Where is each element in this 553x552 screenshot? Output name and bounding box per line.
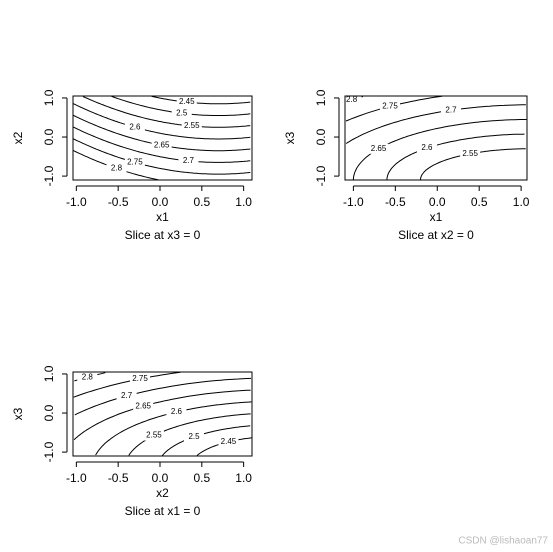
contour-label-bg — [106, 163, 127, 174]
contour-label: 2.45 — [221, 437, 237, 446]
contour-label: 2.65 — [135, 401, 151, 410]
x-tick-label: 0.5 — [471, 195, 488, 209]
contour-label: 2.8 — [111, 164, 123, 173]
contour-label: 2.7 — [183, 156, 195, 165]
x-tick-label: -0.5 — [108, 195, 129, 209]
contour-label: 2.75 — [382, 101, 398, 110]
contour-line — [74, 377, 252, 416]
contour-label-bg — [380, 101, 401, 112]
contour-label: 2.5 — [188, 432, 200, 441]
contour-label: 2.65 — [154, 140, 170, 149]
y-tick-label: 1.0 — [314, 89, 328, 106]
y-tick-label: -1.0 — [42, 165, 56, 186]
y-tick-label: 0.0 — [314, 128, 328, 145]
x-axis-label: x1 — [156, 210, 169, 224]
x-tick-label: 1.0 — [513, 195, 530, 209]
contour-line — [420, 148, 526, 180]
contour-label: 2.6 — [171, 407, 183, 416]
contour-label-bg — [77, 372, 98, 383]
y-axis-label: x3 — [283, 131, 297, 144]
x-tick-label: -1.0 — [66, 471, 87, 485]
contour-label: 2.75 — [127, 158, 143, 167]
contour-label: 2.8 — [82, 372, 94, 381]
x-axis-label: x2 — [156, 486, 169, 500]
contour-label: 2.7 — [121, 391, 133, 400]
x-tick-label: 1.0 — [235, 471, 252, 485]
contour-label: 2.6 — [421, 143, 433, 152]
x-tick-label: -0.5 — [385, 195, 406, 209]
x-tick-label: -1.0 — [343, 195, 364, 209]
contour-line — [128, 413, 251, 456]
x-tick-label: -1.0 — [66, 195, 87, 209]
y-tick-label: 1.0 — [42, 365, 56, 382]
y-axis-label: x2 — [11, 131, 25, 144]
x-tick-label: 0.0 — [429, 195, 446, 209]
contour-label-bg — [416, 143, 437, 154]
contour-label: 2.5 — [176, 108, 188, 117]
contour-line — [352, 119, 527, 180]
contour-line — [345, 104, 526, 144]
plot-frame — [344, 95, 528, 181]
contour-label-bg — [460, 148, 481, 159]
contour-label: 2.6 — [129, 122, 141, 131]
contour-line — [95, 401, 252, 456]
contour-line — [72, 103, 251, 140]
contour-label-bg — [151, 140, 172, 151]
chart-title: Slice at x1 = 0 — [125, 504, 201, 518]
x-tick-label: 0.0 — [152, 471, 169, 485]
contour-label: 2.55 — [462, 149, 478, 158]
x-tick-label: 0.5 — [193, 195, 210, 209]
contour-label-bg — [166, 407, 187, 418]
contour-label-bg — [184, 431, 205, 442]
contour-label-bg — [124, 157, 145, 168]
watermark: CSDN @lishaoan77 — [458, 536, 548, 547]
contour-label-bg — [368, 143, 389, 154]
contour-line — [72, 126, 251, 163]
contour-label-bg — [133, 401, 154, 412]
contour-label: 2.7 — [445, 105, 457, 114]
contour-line — [73, 371, 181, 398]
contour-label-bg — [130, 373, 151, 384]
plot-frame — [72, 95, 253, 181]
x-tick-label: -0.5 — [108, 471, 129, 485]
contour-label: 2.65 — [371, 144, 387, 153]
x-tick-label: 0.5 — [193, 471, 210, 485]
y-tick-label: 0.0 — [42, 404, 56, 421]
y-tick-label: 0.0 — [42, 128, 56, 145]
chart-title: Slice at x2 = 0 — [398, 228, 474, 242]
contour-label-bg — [171, 108, 192, 119]
plot-frame — [72, 371, 253, 457]
contour-line — [82, 96, 251, 128]
contour-line — [151, 95, 251, 105]
contour-label: 2.55 — [146, 431, 162, 440]
contour-label-bg — [181, 121, 202, 132]
contour-label-bg — [440, 105, 461, 116]
x-tick-label: 1.0 — [235, 195, 252, 209]
contour-label-bg — [124, 122, 145, 133]
y-tick-label: -1.0 — [42, 441, 56, 462]
chart-title: Slice at x3 = 0 — [125, 228, 201, 242]
y-axis-label: x3 — [11, 407, 25, 420]
contour-label-bg — [341, 94, 362, 105]
y-tick-label: -1.0 — [314, 165, 328, 186]
contour-label-bg — [176, 97, 197, 108]
contour-label: 2.8 — [346, 95, 358, 104]
x-tick-label: 0.0 — [152, 195, 169, 209]
contour-label: 2.45 — [179, 97, 195, 106]
contour-label-bg — [178, 155, 199, 166]
contour-label-bg — [218, 436, 239, 447]
contour-line — [72, 138, 251, 175]
contour-label: 2.55 — [184, 121, 200, 130]
y-tick-label: 1.0 — [42, 89, 56, 106]
contour-label: 2.75 — [132, 374, 148, 383]
x-axis-label: x1 — [430, 210, 443, 224]
contour-label-bg — [116, 390, 137, 401]
contour-label-bg — [143, 430, 164, 441]
